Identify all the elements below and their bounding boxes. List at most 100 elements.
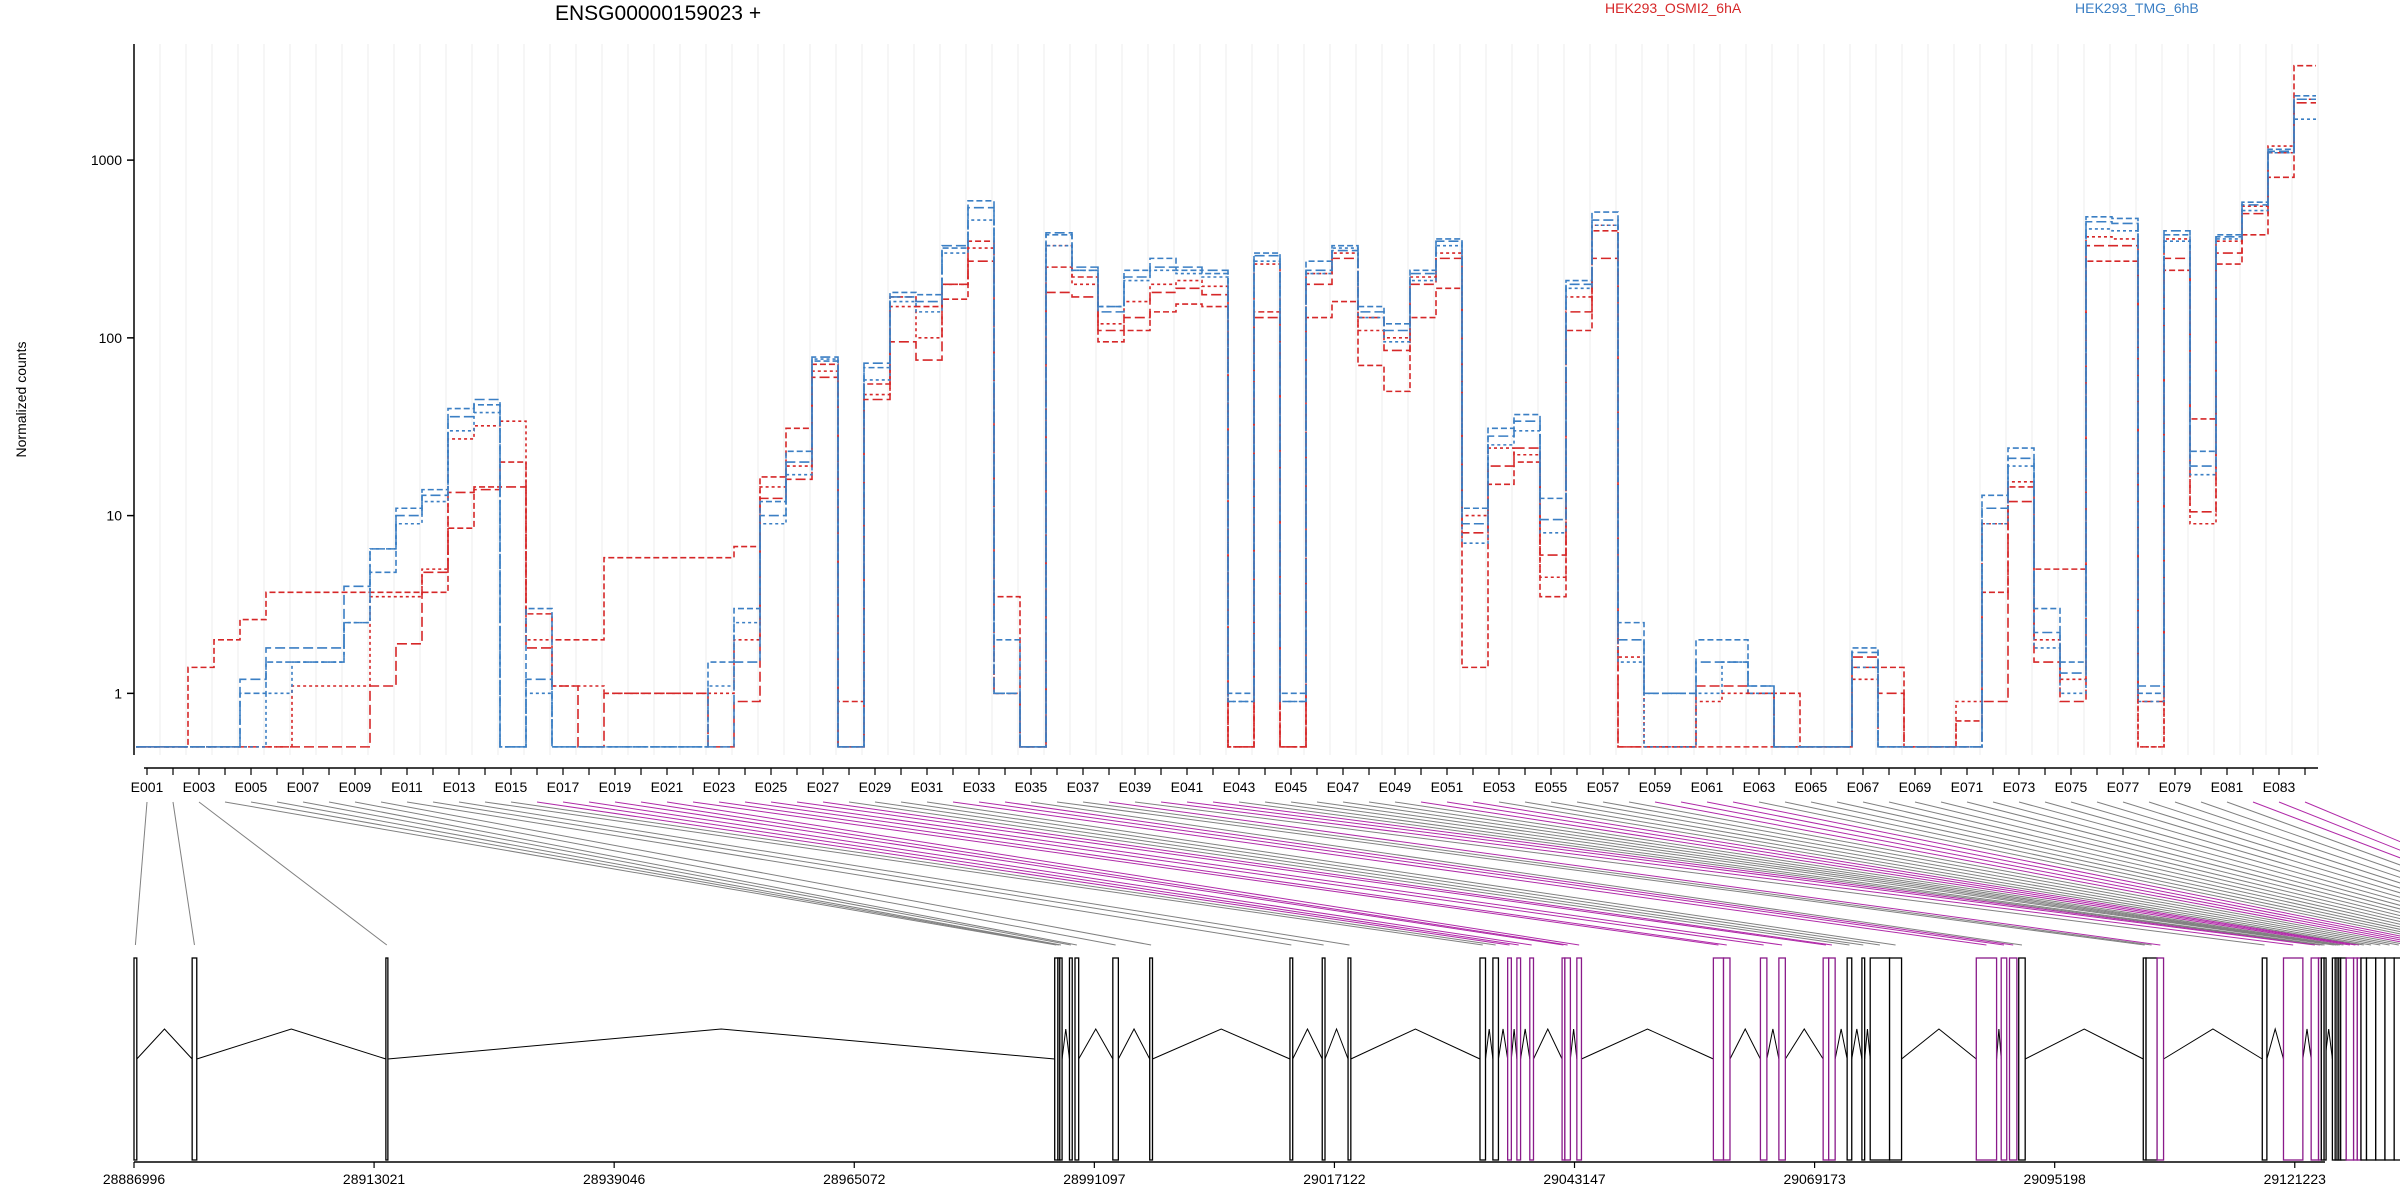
intron-line	[2266, 1027, 2284, 1060]
exon-connector	[1654, 801, 2400, 943]
exon-connector	[198, 801, 388, 946]
exon-connector	[1056, 801, 2145, 946]
exon-tick-label: E045	[1275, 779, 1308, 795]
genomic-tick-label: 28886996	[103, 1171, 166, 1187]
exon-tick-label: E005	[235, 779, 268, 795]
intron-line	[1061, 1028, 1070, 1060]
exon-connector	[536, 801, 1510, 946]
intron-line	[387, 1028, 1055, 1060]
exon-connector	[562, 801, 1519, 946]
exon-box	[2360, 957, 2368, 1161]
y-tick-label: 10	[106, 508, 122, 524]
exon-connector	[2304, 801, 2400, 843]
exon-box	[2156, 957, 2165, 1161]
genomic-tick-label: 29017122	[1303, 1171, 1366, 1187]
intron-line	[1581, 1028, 1714, 1060]
exon-box	[2365, 957, 2377, 1161]
exon-box	[1321, 957, 1326, 1161]
exon-tick-label: E083	[2263, 779, 2296, 795]
exon-tick-label: E079	[2159, 779, 2192, 795]
intron-line	[1784, 1028, 1824, 1060]
exon-tick-label: E061	[1691, 779, 1724, 795]
genomic-tick-label: 29121223	[2264, 1171, 2327, 1187]
exon-connector	[848, 801, 1850, 946]
exon-tick-label: E023	[703, 779, 736, 795]
exon-tick-label: E073	[2003, 779, 2036, 795]
exon-tick-label: E063	[1743, 779, 1776, 795]
exon-connector	[1394, 801, 2344, 946]
exon-connector	[328, 801, 1077, 946]
exon-connector	[1628, 801, 2400, 945]
exon-connector	[926, 801, 1896, 946]
exon-connector	[1186, 801, 2315, 946]
genomic-tick-label: 28913021	[343, 1171, 406, 1187]
intron-line	[1834, 1028, 1848, 1060]
exon-connector	[1758, 801, 2400, 935]
exon-connector	[2122, 801, 2400, 889]
genomic-tick-label: 29095198	[2024, 1171, 2087, 1187]
exon-connector	[1550, 801, 2381, 946]
series-line-6	[136, 118, 2316, 748]
exon-connector	[900, 801, 1880, 946]
chart-title: ENSG00000159023 +	[555, 2, 762, 25]
exon-connector	[1238, 801, 2323, 946]
intron-line	[2024, 1028, 2144, 1060]
intron-line	[1485, 1028, 1494, 1060]
intron-line	[1292, 1027, 1323, 1060]
exon-connector	[1524, 801, 2372, 946]
legend-entry-tmg: HEK293_TMG_6hB	[2075, 0, 2199, 16]
exon-connector	[666, 801, 1580, 946]
exon-box	[1869, 957, 1891, 1161]
intron-line	[1350, 1028, 1481, 1060]
intron-line	[1520, 1028, 1531, 1060]
exon-box	[1778, 957, 1786, 1161]
exon-box	[1722, 957, 1731, 1161]
exon-connector	[1004, 801, 2014, 946]
exon-tick-label: E047	[1327, 779, 1360, 795]
exon-tick-label: E075	[2055, 779, 2088, 795]
intron-line	[2163, 1028, 2263, 1060]
exon-box	[1846, 957, 1853, 1161]
exon-tick-label: E015	[495, 779, 528, 795]
genomic-tick-label: 29043147	[1543, 1171, 1606, 1187]
exon-connector	[614, 801, 1564, 946]
exon-connector	[1316, 801, 2337, 946]
exon-connector	[1576, 801, 2390, 946]
exon-tick-label: E049	[1379, 779, 1412, 795]
exon-tick-label: E041	[1171, 779, 1204, 795]
exon-connector	[510, 801, 1496, 946]
y-tick-label: 100	[99, 330, 123, 346]
exon-box	[1492, 957, 1500, 1161]
exon-tick-label: E037	[1067, 779, 1100, 795]
exon-connector	[796, 801, 1826, 946]
exon-connector	[1264, 801, 2325, 946]
exon-connector	[432, 801, 1324, 946]
exon-connector	[1966, 801, 2400, 913]
exon-box	[1564, 957, 1572, 1161]
exon-box	[2384, 957, 2395, 1161]
exon-box	[1507, 957, 1512, 1161]
exon-connector	[2070, 801, 2400, 898]
genomic-tick-label: 28965072	[823, 1171, 886, 1187]
exon-box	[2323, 957, 2327, 1161]
exon-connector	[692, 801, 1719, 946]
intron-line	[1152, 1028, 1291, 1060]
exon-tick-label: E019	[599, 779, 632, 795]
exon-tick-label: E007	[287, 779, 320, 795]
exon-tick-label: E065	[1795, 779, 1828, 795]
exon-box	[1068, 957, 1073, 1161]
exon-connector	[978, 801, 2005, 946]
intron-line	[1729, 1027, 1761, 1060]
exon-box	[2018, 957, 2026, 1161]
exon-connector	[224, 801, 1057, 946]
exon-tick-label: E059	[1639, 779, 1672, 795]
exon-connector	[1446, 801, 2356, 946]
exon-connector	[2018, 801, 2400, 906]
exon-box	[2375, 957, 2386, 1161]
y-tick-label: 1000	[91, 152, 122, 168]
exon-tick-label: E013	[443, 779, 476, 795]
exon-connector	[172, 801, 195, 946]
exon-box	[133, 957, 138, 1161]
genomic-tick-label: 28939046	[583, 1171, 646, 1187]
